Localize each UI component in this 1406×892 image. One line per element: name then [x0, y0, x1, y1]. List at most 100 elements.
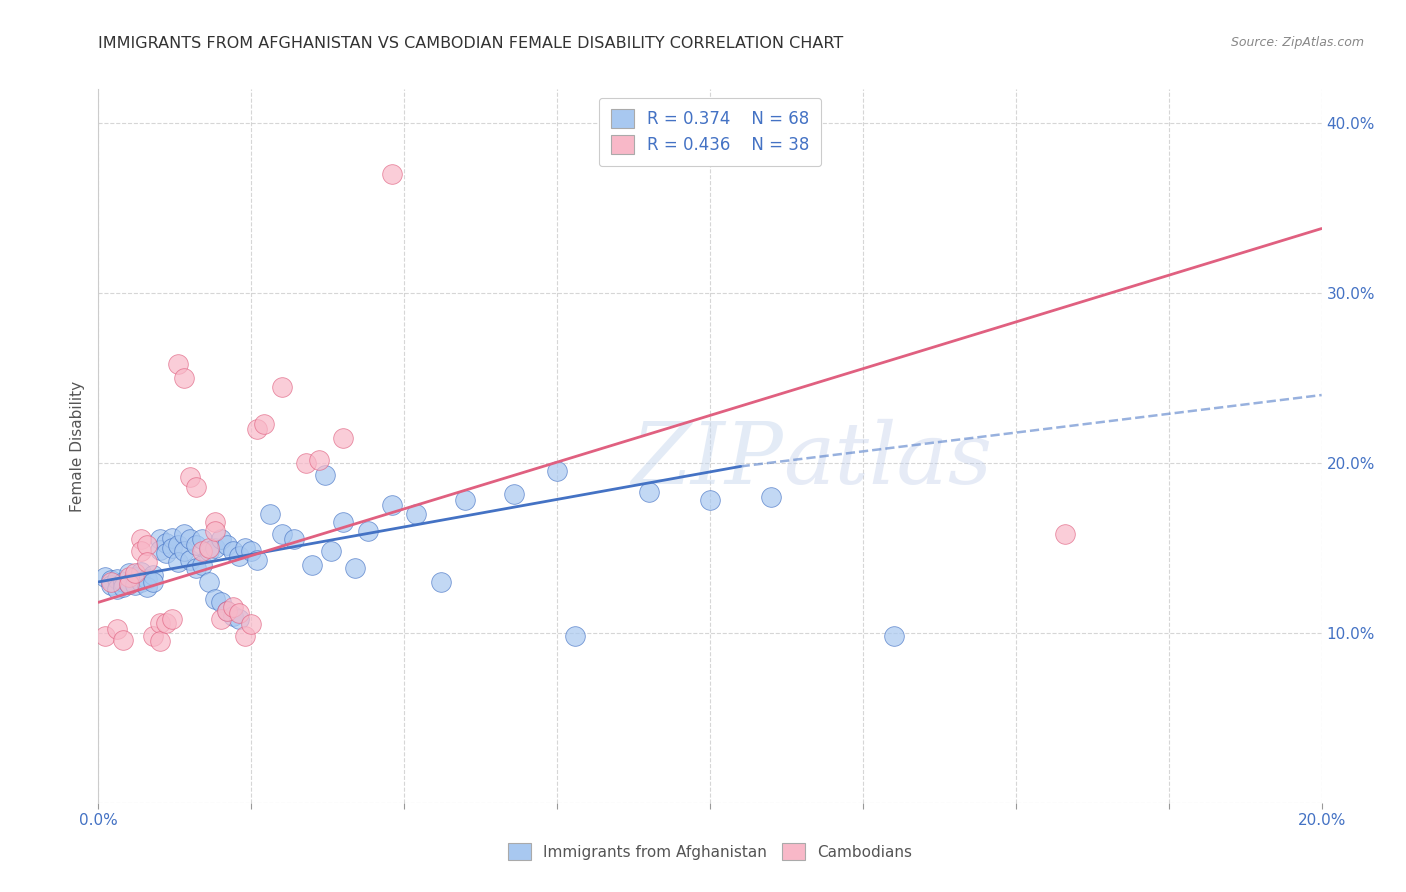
Legend: Immigrants from Afghanistan, Cambodians: Immigrants from Afghanistan, Cambodians — [502, 837, 918, 866]
Point — [283, 533, 305, 547]
Point — [93, 629, 115, 643]
Point — [105, 623, 128, 637]
Point — [129, 544, 152, 558]
Text: ZIP: ZIP — [631, 419, 783, 501]
Text: atlas: atlas — [783, 419, 993, 501]
Point — [228, 612, 250, 626]
Point — [405, 507, 427, 521]
Point — [209, 595, 232, 609]
Point — [699, 493, 721, 508]
Point — [111, 580, 134, 594]
Point — [142, 568, 165, 582]
Point — [186, 561, 208, 575]
Point — [430, 574, 453, 589]
Point — [215, 604, 238, 618]
Point — [332, 430, 354, 444]
Point — [124, 578, 146, 592]
Point — [186, 480, 208, 494]
Point — [319, 544, 342, 558]
Point — [240, 544, 263, 558]
Point — [105, 572, 128, 586]
Point — [136, 572, 159, 586]
Point — [142, 574, 165, 589]
Point — [295, 456, 318, 470]
Point — [136, 555, 159, 569]
Point — [246, 422, 269, 436]
Point — [637, 484, 661, 499]
Point — [270, 379, 292, 393]
Point — [222, 608, 245, 623]
Point — [344, 561, 367, 575]
Point — [118, 566, 141, 581]
Point — [118, 570, 141, 584]
Point — [209, 612, 232, 626]
Point — [179, 469, 201, 483]
Point — [233, 629, 256, 643]
Point — [454, 493, 477, 508]
Point — [129, 565, 152, 579]
Point — [191, 533, 214, 547]
Point — [149, 542, 172, 557]
Point — [222, 600, 245, 615]
Point — [228, 606, 250, 620]
Point — [105, 582, 128, 596]
Point — [204, 524, 226, 538]
Point — [118, 576, 141, 591]
Point — [167, 537, 190, 551]
Point — [136, 537, 159, 551]
Point — [228, 549, 250, 564]
Point — [215, 537, 238, 551]
Point — [233, 541, 256, 555]
Point — [197, 541, 219, 555]
Point — [883, 629, 905, 643]
Point — [100, 574, 122, 589]
Point — [240, 617, 263, 632]
Point — [381, 167, 404, 181]
Point — [129, 533, 152, 547]
Point — [111, 632, 134, 647]
Point — [129, 574, 152, 589]
Point — [155, 546, 177, 560]
Text: Source: ZipAtlas.com: Source: ZipAtlas.com — [1230, 36, 1364, 49]
Point — [160, 541, 183, 555]
Point — [222, 544, 245, 558]
Point — [301, 558, 323, 572]
Point — [332, 516, 354, 530]
Point — [155, 536, 177, 550]
Point — [204, 541, 226, 555]
Point — [564, 629, 586, 643]
Point — [204, 516, 226, 530]
Point — [308, 452, 330, 467]
Point — [173, 527, 195, 541]
Point — [173, 544, 195, 558]
Point — [149, 634, 172, 648]
Point — [252, 417, 274, 431]
Point — [118, 576, 141, 591]
Point — [179, 533, 201, 547]
Point — [173, 371, 195, 385]
Point — [204, 591, 226, 606]
Point — [160, 612, 183, 626]
Point — [381, 499, 404, 513]
Point — [186, 537, 208, 551]
Point — [246, 553, 269, 567]
Point — [160, 531, 183, 545]
Point — [197, 544, 219, 558]
Point — [93, 570, 115, 584]
Point — [100, 578, 122, 592]
Point — [100, 573, 122, 587]
Point — [197, 574, 219, 589]
Point — [191, 544, 214, 558]
Point — [179, 553, 201, 567]
Point — [356, 524, 378, 538]
Point — [124, 566, 146, 581]
Point — [191, 558, 214, 572]
Point — [149, 615, 172, 630]
Point — [503, 486, 526, 500]
Point — [1053, 527, 1076, 541]
Point — [149, 533, 172, 547]
Y-axis label: Female Disability: Female Disability — [70, 380, 86, 512]
Point — [259, 507, 281, 521]
Point — [124, 570, 146, 584]
Point — [209, 533, 232, 547]
